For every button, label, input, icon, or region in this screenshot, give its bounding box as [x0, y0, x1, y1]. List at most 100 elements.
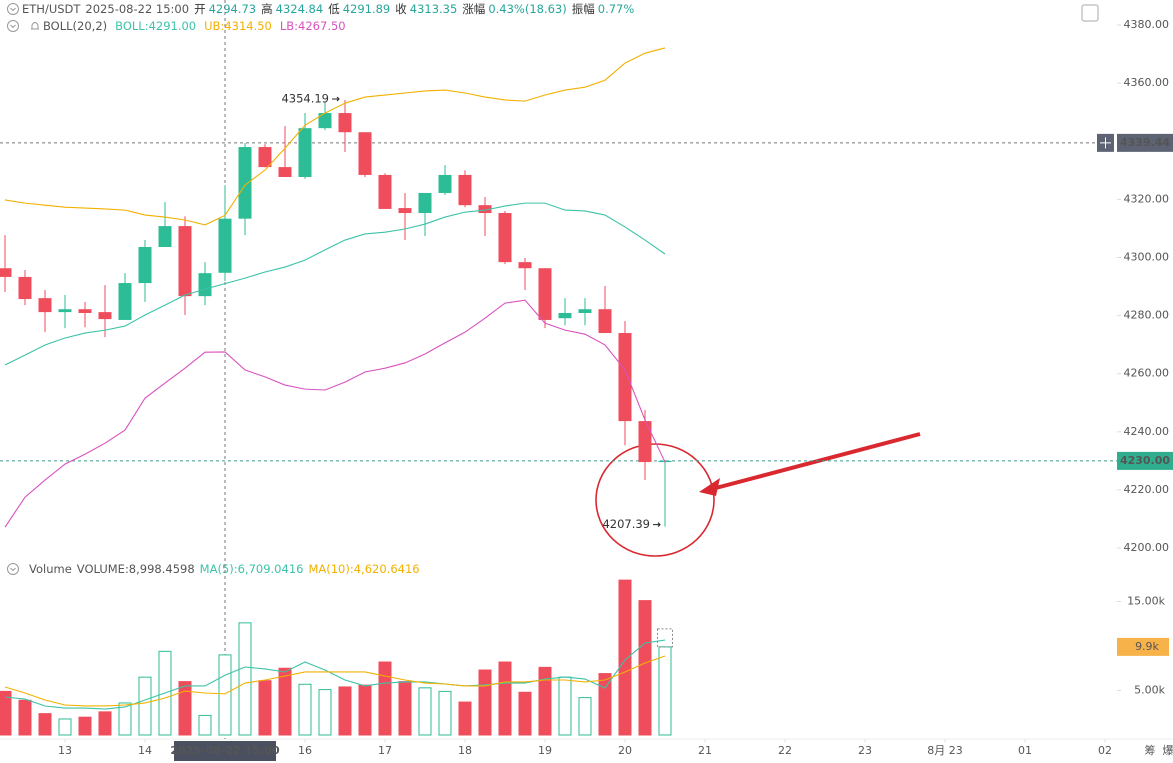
candle-body: [598, 309, 612, 334]
crosshair-time-box: [174, 741, 276, 761]
y-tick-label: 4280.00: [1124, 309, 1170, 322]
side-tab[interactable]: 爆: [1163, 743, 1173, 757]
max-arrow: [332, 96, 340, 102]
y-tick-label: 4200.00: [1124, 541, 1170, 554]
volume-bar: [38, 713, 52, 736]
side-tab[interactable]: 筹: [1145, 743, 1156, 757]
y-tick-label: 15.00k: [1127, 594, 1165, 607]
volume-bar: [598, 673, 612, 736]
collapse-icon[interactable]: [7, 3, 19, 15]
volume-bar: [218, 654, 232, 736]
candle-body: [218, 218, 232, 273]
volume-value-box: [1117, 637, 1169, 656]
y-tick-label: 4300.00: [1124, 250, 1170, 263]
y-tick-label: 4240.00: [1124, 425, 1170, 438]
volume-bar: [618, 579, 632, 736]
candle-body: [138, 247, 152, 284]
candle-body: [38, 298, 52, 313]
legend-entry: BOLL:4291.00: [115, 19, 196, 33]
hover-box: [657, 628, 673, 648]
x-tick-label: 01: [1018, 744, 1032, 757]
candle-body: [118, 283, 132, 320]
arrow-head: [699, 478, 720, 496]
label: 收: [395, 2, 407, 16]
settings-button[interactable]: [1081, 4, 1099, 22]
label: 低: [328, 2, 340, 16]
x-tick-label: 17: [378, 744, 392, 757]
candle-body: [378, 174, 392, 209]
value: 0.43%(18.63): [488, 2, 566, 16]
candle-body: [358, 132, 372, 175]
candle-body: [498, 213, 512, 263]
volume-bar: [178, 681, 192, 736]
indicator: BOLL(20,2): [43, 19, 107, 33]
highlight-circle: [595, 443, 715, 557]
label: 涨幅: [462, 2, 485, 16]
candle-body: [178, 226, 192, 297]
indicator-line: [4, 639, 666, 710]
volume-bar: [358, 684, 372, 736]
x-tick-label: 20: [618, 744, 632, 757]
candle-body: [258, 147, 272, 168]
label: 高: [261, 2, 273, 16]
volume-bar: [118, 702, 132, 736]
volume-legend: Volume VOLUME:8,998.4598 MA(5):6,709.0416 M…: [29, 562, 420, 576]
plus: [1100, 137, 1111, 149]
candle-body: [338, 113, 352, 133]
x-tick-label: 02: [1098, 744, 1112, 757]
collapse-icon[interactable]: [7, 563, 19, 575]
volume-bar: [638, 600, 652, 736]
volume-value-label: 9.9k: [1135, 640, 1159, 653]
label: 振幅: [572, 2, 595, 16]
candle-body: [18, 276, 32, 300]
volume-bar: [398, 681, 412, 736]
crosshair-price: 4339.44: [1120, 136, 1170, 149]
candle-body: [478, 205, 492, 214]
volume-bar: [498, 661, 512, 736]
max-label: 4354.19: [281, 91, 329, 105]
y-tick-label: 4220.00: [1124, 483, 1170, 496]
volume-bar: [238, 622, 252, 736]
volume-bar: [538, 666, 552, 736]
candle-body: [578, 309, 592, 313]
candle-body: [538, 268, 552, 320]
volume-bar: [278, 667, 292, 736]
x-tick-label: 21: [698, 744, 712, 757]
legend-entry: VOLUME:8,998.4598: [77, 562, 195, 576]
x-tick-label: 16: [298, 744, 312, 757]
volume-bar: [338, 686, 352, 736]
crosshair-time: 2025-08-22 15:00: [170, 744, 280, 757]
header: ETH/USDT 2025-08-22 15:00 开 4294.73 高 4324.84…: [22, 2, 634, 16]
volume-bar: [258, 680, 272, 736]
y-tick-label: 4380.00: [1124, 18, 1170, 31]
candle-body: [238, 147, 252, 219]
volume-bar: [478, 669, 492, 736]
indicator-line: [4, 202, 666, 366]
chevron: [10, 24, 16, 29]
candle-body: [438, 174, 452, 193]
x-tick-label: 22: [778, 744, 792, 757]
candle-body: [518, 262, 532, 269]
candle-body: [98, 312, 112, 320]
legend-entry: MA(10):4,620.6416: [308, 562, 419, 576]
time: 2025-08-22 15:00: [85, 2, 189, 16]
volume-bar: [578, 697, 592, 736]
collapse-icon[interactable]: [7, 20, 19, 32]
candle-body: [278, 167, 292, 177]
candle-body: [318, 113, 332, 129]
value: 4291.89: [343, 2, 391, 16]
legend-entry: MA(5):6,709.0416: [200, 562, 304, 576]
indicator-line: [4, 655, 666, 707]
x-tick-label: 18: [458, 744, 472, 757]
candle-body: [58, 309, 72, 313]
candle-body: [618, 333, 632, 422]
volume-bar: [658, 646, 672, 736]
volume-bar: [78, 716, 92, 736]
y-tick-label: 4320.00: [1124, 192, 1170, 205]
candle-body: [158, 226, 172, 248]
legend-entry: UB:4314.50: [204, 19, 272, 33]
bell-icon[interactable]: [31, 22, 39, 30]
candle-body: [298, 128, 312, 177]
value: 4313.35: [410, 2, 458, 16]
